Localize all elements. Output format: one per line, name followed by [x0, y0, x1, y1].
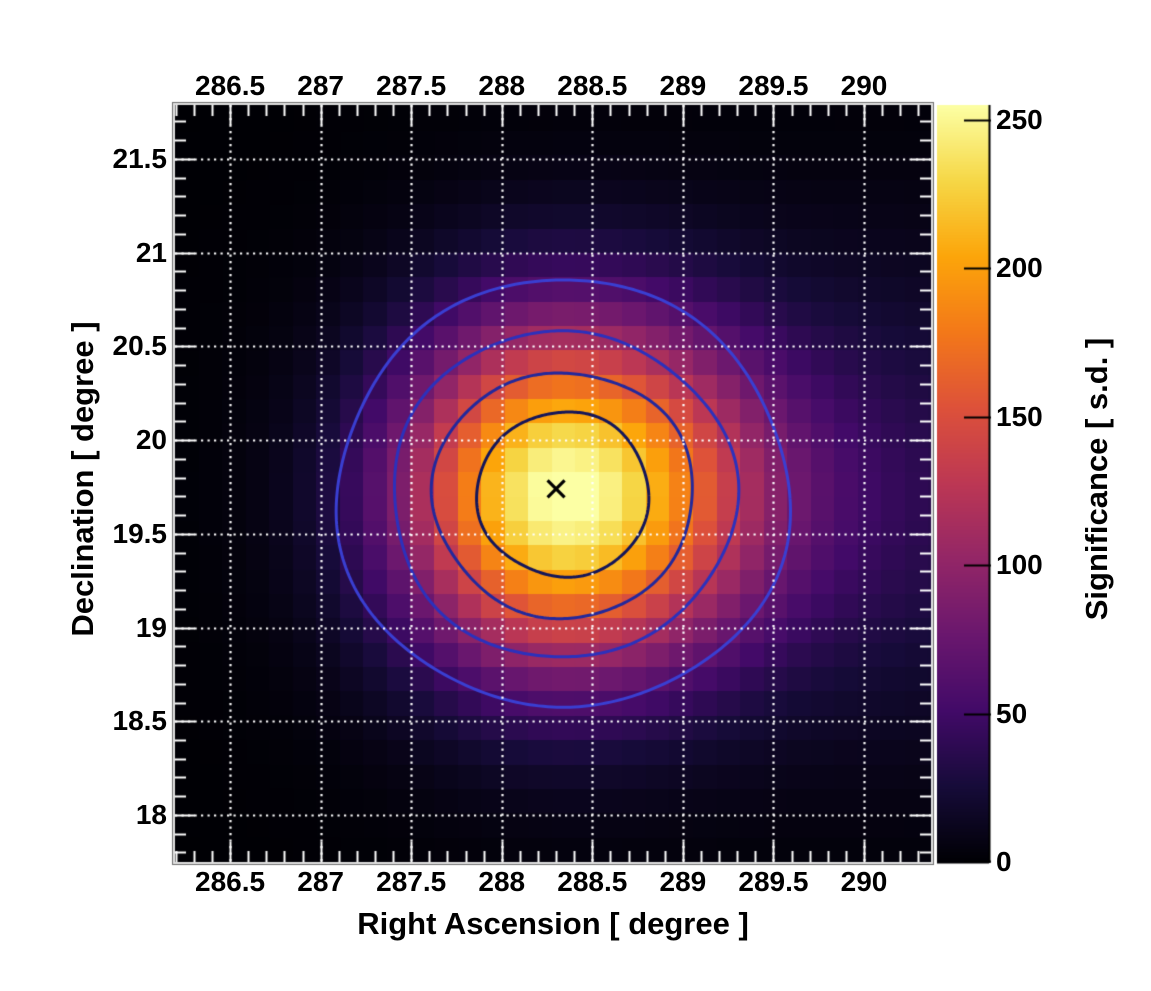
significance-skymap-figure: Right Ascension [ degree ] Declination [… [0, 0, 1151, 991]
skymap-canvas [0, 0, 1151, 991]
